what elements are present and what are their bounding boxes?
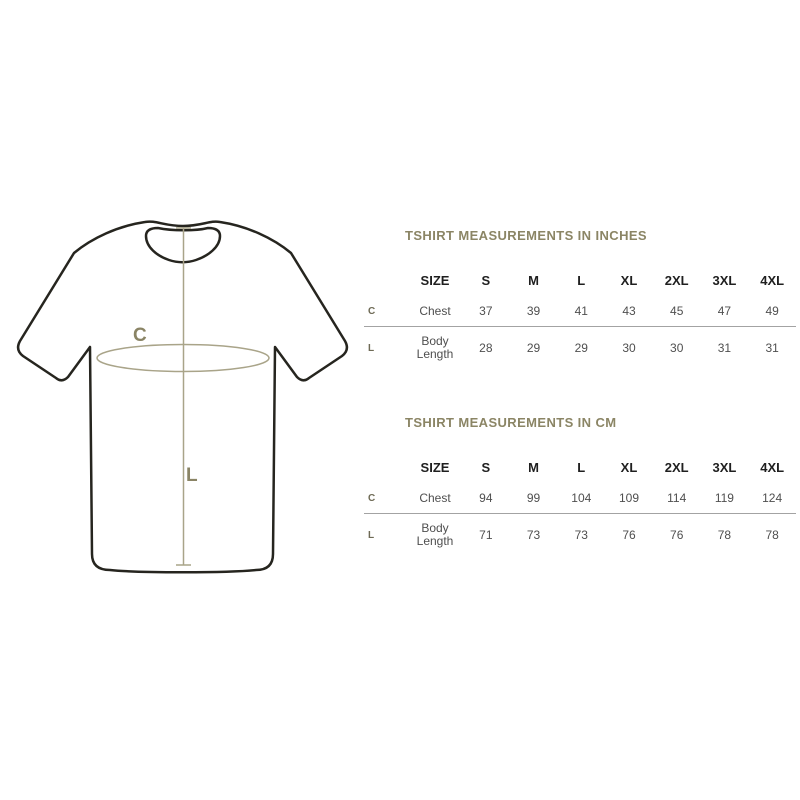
row-key: C bbox=[368, 492, 376, 504]
chest-in-4xl: 49 bbox=[765, 304, 779, 318]
col-header-4xl: 4XL bbox=[760, 459, 785, 475]
chest-in-3xl: 47 bbox=[717, 304, 732, 318]
chest-in-m: 39 bbox=[526, 304, 541, 318]
chest-cm-2xl: 114 bbox=[667, 491, 687, 505]
length-in-2xl: 30 bbox=[670, 341, 684, 355]
size-table-inches: TSHIRT MEASUREMENTS IN INCHES SIZE S M L… bbox=[364, 228, 796, 369]
chest-cm-l: 104 bbox=[571, 491, 592, 505]
col-header-3xl: 3XL bbox=[712, 272, 737, 288]
length-in-s: 28 bbox=[479, 341, 493, 355]
length-in-4xl: 31 bbox=[765, 341, 779, 355]
row-label: Chest bbox=[419, 303, 451, 318]
chest-cm-xl: 109 bbox=[618, 491, 639, 505]
row-key: L bbox=[368, 342, 375, 354]
length-in-l: 29 bbox=[574, 341, 588, 355]
length-cm-s: 71 bbox=[479, 528, 493, 542]
chest-in-l: 41 bbox=[574, 304, 588, 318]
col-header-4xl: 4XL bbox=[760, 272, 785, 288]
row-key: C bbox=[368, 305, 376, 317]
row-label: Body Length bbox=[416, 521, 454, 548]
table-title-inches: TSHIRT MEASUREMENTS IN INCHES bbox=[405, 228, 648, 243]
chest-cm-3xl: 119 bbox=[714, 491, 734, 505]
col-header-l: L bbox=[577, 459, 586, 475]
length-in-m: 29 bbox=[526, 341, 541, 355]
chest-in-xl: 43 bbox=[622, 304, 636, 318]
header-row-inches: SIZE S M L XL 2XL 3XL 4XL bbox=[364, 264, 796, 296]
row-key: L bbox=[368, 529, 375, 541]
col-header-s: S bbox=[481, 459, 491, 475]
length-cm-xl: 76 bbox=[622, 528, 636, 542]
table-title-cm: TSHIRT MEASUREMENTS IN CM bbox=[405, 415, 617, 430]
length-label: L bbox=[186, 465, 198, 486]
chest-cm-s: 94 bbox=[479, 491, 493, 505]
col-header-xl: XL bbox=[620, 459, 638, 475]
length-measure-line bbox=[176, 227, 191, 566]
body-length-row-inches: L Body Length 28 29 29 30 30 31 31 bbox=[364, 326, 796, 369]
col-header-size: SIZE bbox=[420, 459, 450, 475]
row-label: Chest bbox=[419, 490, 451, 505]
size-table-cm: TSHIRT MEASUREMENTS IN CM SIZE S M L XL … bbox=[364, 415, 796, 556]
length-cm-m: 73 bbox=[526, 528, 541, 542]
col-header-2xl: 2XL bbox=[664, 272, 689, 288]
col-header-3xl: 3XL bbox=[712, 459, 737, 475]
col-header-l: L bbox=[577, 272, 586, 288]
length-cm-4xl: 78 bbox=[765, 528, 779, 542]
col-header-xl: XL bbox=[620, 272, 638, 288]
tshirt-diagram: C L bbox=[16, 220, 349, 574]
length-cm-l: 73 bbox=[574, 528, 588, 542]
col-header-size: SIZE bbox=[420, 272, 450, 288]
col-header-m: M bbox=[528, 272, 539, 288]
row-label: Body Length bbox=[416, 334, 454, 361]
length-cm-2xl: 76 bbox=[670, 528, 684, 542]
chest-row-cm: C Chest 94 99 104 109 114 119 124 bbox=[364, 483, 796, 513]
col-header-2xl: 2XL bbox=[664, 459, 689, 475]
chest-in-s: 37 bbox=[479, 304, 493, 318]
chest-cm-4xl: 124 bbox=[762, 491, 783, 505]
col-header-s: S bbox=[481, 272, 491, 288]
length-in-3xl: 31 bbox=[717, 341, 732, 355]
length-cm-3xl: 78 bbox=[717, 528, 732, 542]
length-in-xl: 30 bbox=[622, 341, 636, 355]
body-length-row-cm: L Body Length 71 73 73 76 76 78 78 bbox=[364, 513, 796, 556]
tshirt-outline bbox=[16, 220, 349, 574]
chest-label: C bbox=[133, 325, 147, 346]
chest-in-2xl: 45 bbox=[670, 304, 684, 318]
col-header-m: M bbox=[528, 459, 539, 475]
chest-row-inches: C Chest 37 39 41 43 45 47 49 bbox=[364, 296, 796, 326]
header-row-cm: SIZE S M L XL 2XL 3XL 4XL bbox=[364, 451, 796, 483]
chest-cm-m: 99 bbox=[526, 491, 541, 505]
